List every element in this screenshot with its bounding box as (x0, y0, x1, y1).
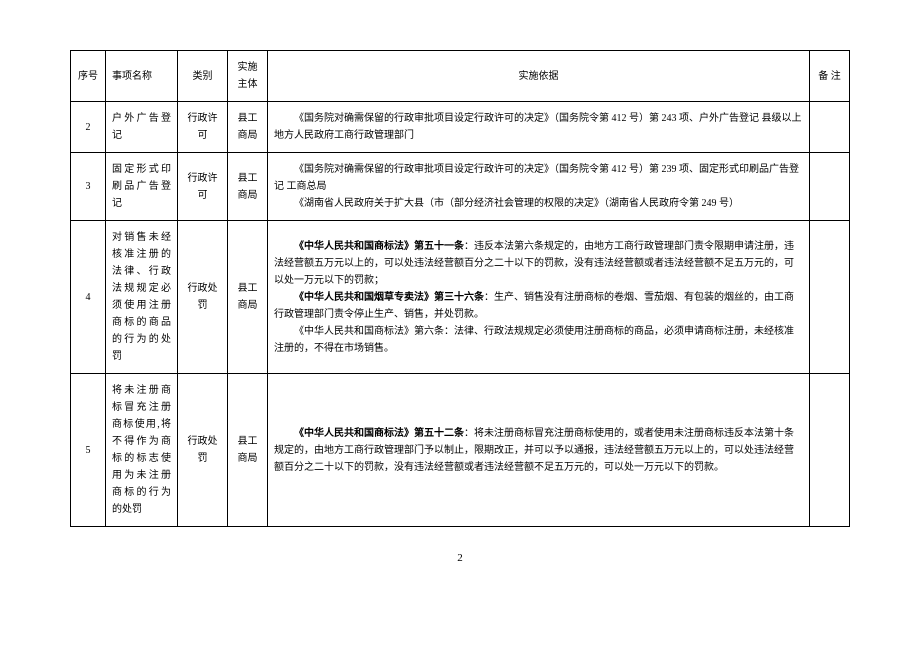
col-org-header: 实施主体 (228, 51, 268, 102)
basis-line: 《国务院对确需保留的行政审批项目设定行政许可的决定》（国务院令第 412 号）第… (274, 161, 803, 195)
col-seq-header: 序号 (71, 51, 106, 102)
basis-line: 《湖南省人民政府关于扩大县（市（部分经济社会管理的权限的决定》（湖南省人民政府令… (274, 195, 803, 212)
cell-seq: 2 (71, 102, 106, 153)
cell-basis: 《国务院对确需保留的行政审批项目设定行政许可的决定》（国务院令第 412 号）第… (268, 102, 810, 153)
cell-cat: 行政许可 (178, 102, 228, 153)
cell-seq: 4 (71, 221, 106, 374)
regulation-table: 序号 事项名称 类别 实施主体 实施依据 备 注 2户外广告登记行政许可县工商局… (70, 50, 850, 527)
basis-line: 《中华人民共和国商标法》第六条：法律、行政法规规定必须使用注册商标的商品，必须申… (274, 323, 803, 357)
cell-org: 县工商局 (228, 102, 268, 153)
col-basis-header: 实施依据 (268, 51, 810, 102)
table-row: 4对销售未经核准注册的法律、行政法规规定必须使用注册商标的商品的行为的处罚行政处… (71, 221, 850, 374)
cell-org: 县工商局 (228, 153, 268, 221)
page-number: 2 (70, 552, 850, 564)
cell-name: 固定形式印刷品广告登记 (106, 153, 178, 221)
table-row: 2户外广告登记行政许可县工商局《国务院对确需保留的行政审批项目设定行政许可的决定… (71, 102, 850, 153)
cell-org: 县工商局 (228, 374, 268, 527)
cell-note (810, 153, 850, 221)
cell-note (810, 374, 850, 527)
basis-line: 《国务院对确需保留的行政审批项目设定行政许可的决定》（国务院令第 412 号）第… (274, 110, 803, 144)
cell-note (810, 221, 850, 374)
header-row: 序号 事项名称 类别 实施主体 实施依据 备 注 (71, 51, 850, 102)
cell-seq: 3 (71, 153, 106, 221)
cell-org: 县工商局 (228, 221, 268, 374)
col-cat-header: 类别 (178, 51, 228, 102)
cell-note (810, 102, 850, 153)
basis-line: 《中华人民共和国烟草专卖法》第三十六条：生产、销售没有注册商标的卷烟、雪茄烟、有… (274, 289, 803, 323)
cell-name: 户外广告登记 (106, 102, 178, 153)
cell-basis: 《国务院对确需保留的行政审批项目设定行政许可的决定》（国务院令第 412 号）第… (268, 153, 810, 221)
basis-line: 《中华人民共和国商标法》第五十二条：将未注册商标冒充注册商标使用的，或者使用未注… (274, 425, 803, 476)
cell-name: 将未注册商标冒充注册商标使用,将不得作为商标的标志使用为未注册商标的行为的处罚 (106, 374, 178, 527)
basis-line: 《中华人民共和国商标法》第五十一条：违反本法第六条规定的，由地方工商行政管理部门… (274, 238, 803, 289)
col-name-header: 事项名称 (106, 51, 178, 102)
cell-cat: 行政处罚 (178, 221, 228, 374)
table-row: 3固定形式印刷品广告登记行政许可县工商局《国务院对确需保留的行政审批项目设定行政… (71, 153, 850, 221)
cell-cat: 行政许可 (178, 153, 228, 221)
cell-seq: 5 (71, 374, 106, 527)
cell-basis: 《中华人民共和国商标法》第五十一条：违反本法第六条规定的，由地方工商行政管理部门… (268, 221, 810, 374)
cell-basis: 《中华人民共和国商标法》第五十二条：将未注册商标冒充注册商标使用的，或者使用未注… (268, 374, 810, 527)
cell-name: 对销售未经核准注册的法律、行政法规规定必须使用注册商标的商品的行为的处罚 (106, 221, 178, 374)
cell-cat: 行政处罚 (178, 374, 228, 527)
table-row: 5将未注册商标冒充注册商标使用,将不得作为商标的标志使用为未注册商标的行为的处罚… (71, 374, 850, 527)
col-note-header: 备 注 (810, 51, 850, 102)
